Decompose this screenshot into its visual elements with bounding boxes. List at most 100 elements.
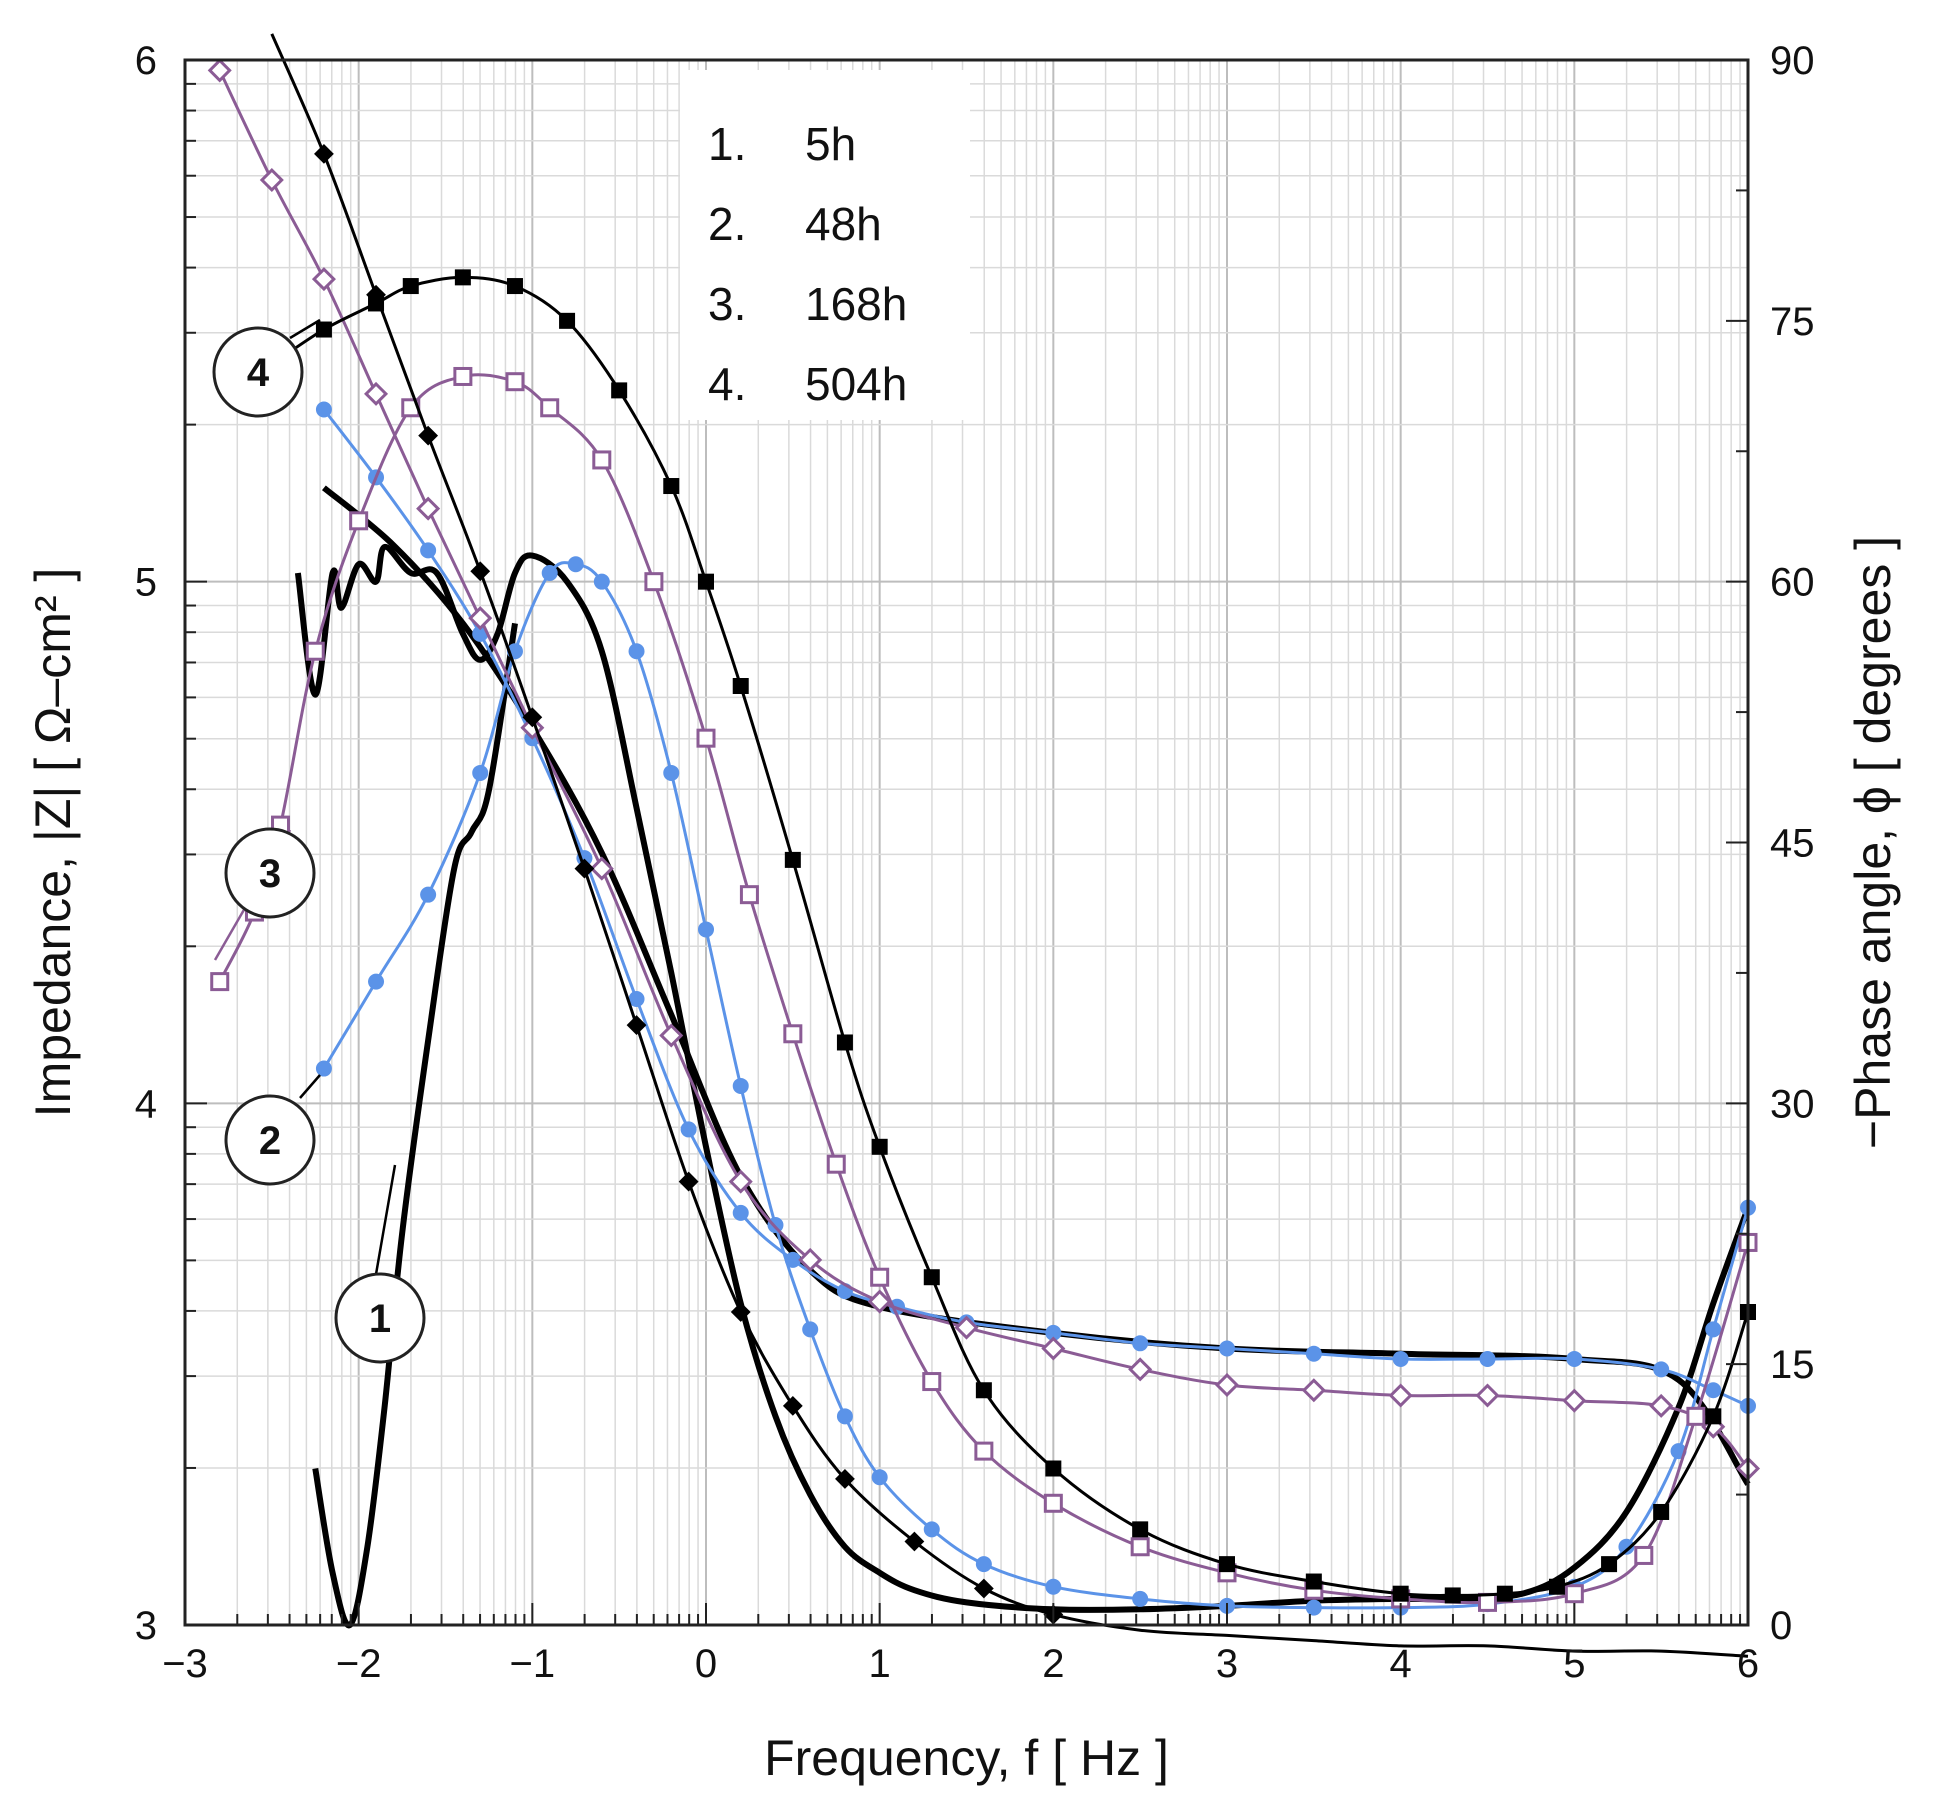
legend-entry-label: 5h [805, 118, 856, 170]
series-4-point [315, 321, 332, 338]
series-4-point [782, 1396, 803, 1416]
series-4-point [923, 1269, 940, 1286]
series-2-point [1045, 1578, 1062, 1595]
series-3-point [364, 381, 389, 406]
series-3-point [207, 58, 232, 83]
series-3-point [783, 1024, 803, 1044]
series-2-point [1705, 1382, 1722, 1399]
series-2-point [315, 1060, 332, 1077]
series-2-point [802, 1321, 819, 1338]
series-4-point [1132, 1521, 1149, 1538]
series-2-point [680, 1121, 697, 1138]
series-4-point [1653, 1503, 1670, 1520]
series-2-point [1219, 1340, 1235, 1357]
series-2-point [420, 886, 437, 903]
series-3-point [974, 1441, 994, 1461]
legend: 1. 5h 2. 48h 3. 168h 4. 504h [680, 70, 970, 420]
series-4-point [559, 312, 576, 329]
series-4-point [454, 269, 471, 286]
callout-label: 3 [259, 852, 281, 896]
series-3-point [798, 1247, 823, 1272]
x-tick-label: 5 [1563, 1642, 1585, 1686]
series-4-point [1305, 1573, 1322, 1590]
legend-entry-label: 168h [805, 278, 907, 330]
callout-leader [299, 1074, 321, 1099]
series-2-line [322, 561, 1750, 1610]
series-2-point [1132, 1590, 1149, 1607]
series-3-point [589, 856, 614, 881]
x-tick-label: −2 [336, 1642, 382, 1686]
series-2-point [871, 1469, 888, 1486]
series-2-point [732, 1077, 749, 1094]
series-3-point [592, 450, 612, 470]
series-4-point [626, 1015, 647, 1035]
x-tick-label: 1 [869, 1642, 891, 1686]
series-2-point [1653, 1361, 1670, 1378]
series-4-point [904, 1531, 925, 1552]
legend-entry-label: 48h [805, 198, 882, 250]
series-4-point [506, 278, 523, 295]
x-tick-label: 2 [1042, 1642, 1064, 1686]
y-right-axis-title: −Phase angle, ϕ [ degrees ] [1845, 536, 1901, 1149]
callout-circle [334, 1272, 426, 1364]
x-tick-label: −3 [162, 1642, 208, 1686]
series-2-point [1479, 1350, 1496, 1367]
series-4-point [871, 1138, 888, 1155]
series-4-point [1705, 1408, 1722, 1425]
series-3-point [311, 267, 336, 292]
series-2-point [1566, 1350, 1583, 1367]
y-right-tick-label: 45 [1770, 822, 1815, 866]
series-2-point [1045, 1324, 1062, 1341]
series-3-point [1301, 1378, 1326, 1403]
series-2-point [628, 643, 645, 660]
series-2-point [1305, 1599, 1322, 1616]
series-3-line [218, 373, 1750, 1605]
series-3-point [870, 1267, 890, 1287]
series-3-point [659, 1023, 684, 1048]
callout-circle [224, 827, 316, 919]
series-2-point [1392, 1350, 1409, 1367]
series-4-point [574, 858, 595, 879]
callout-leader [289, 318, 321, 340]
series-4-line [270, 275, 1750, 1597]
series-4-point [1496, 1585, 1513, 1602]
series-2-point [472, 764, 489, 781]
y-left-tick-label: 4 [135, 1082, 157, 1126]
series-3-point [826, 1154, 846, 1174]
series-3-point [1388, 1383, 1413, 1408]
series-layer [207, 33, 1761, 1658]
series-3-point [922, 1372, 942, 1392]
y-right-tick-label: 15 [1770, 1343, 1815, 1387]
series-2-point [1705, 1321, 1722, 1338]
series-2-point [1132, 1335, 1149, 1352]
series-3-point [1562, 1388, 1587, 1413]
series-4-point [1444, 1587, 1461, 1604]
series-3-point [644, 572, 664, 592]
series-3-point [416, 496, 441, 521]
series-3-point [1686, 1406, 1706, 1426]
series-4-point [784, 851, 801, 868]
series-2-phase [315, 556, 1756, 1616]
series-4-phase [263, 269, 1756, 1604]
x-axis-title: Frequency, f [ Hz ] [764, 1730, 1169, 1786]
series-3-point [1128, 1357, 1153, 1382]
series-4-point [418, 425, 439, 446]
series-4-point [470, 561, 491, 582]
series-2-point [732, 1204, 749, 1221]
series-3-point [696, 728, 716, 748]
series-3-point [1564, 1584, 1584, 1604]
legend-entry-label: 504h [805, 358, 907, 410]
series-2-point [315, 401, 332, 418]
legend-box [680, 70, 970, 420]
series-2-point [567, 556, 584, 573]
series-4-point [1219, 1556, 1235, 1573]
series-3-point [305, 641, 325, 661]
series-callouts: 1 2 3 4 [212, 318, 426, 1364]
series-2-point [1618, 1538, 1635, 1555]
series-4-point [1045, 1460, 1062, 1477]
callout-label: 1 [369, 1297, 391, 1341]
series-3-point [349, 511, 369, 531]
y-left-tick-label: 5 [135, 561, 157, 605]
series-3-point [1475, 1383, 1500, 1408]
